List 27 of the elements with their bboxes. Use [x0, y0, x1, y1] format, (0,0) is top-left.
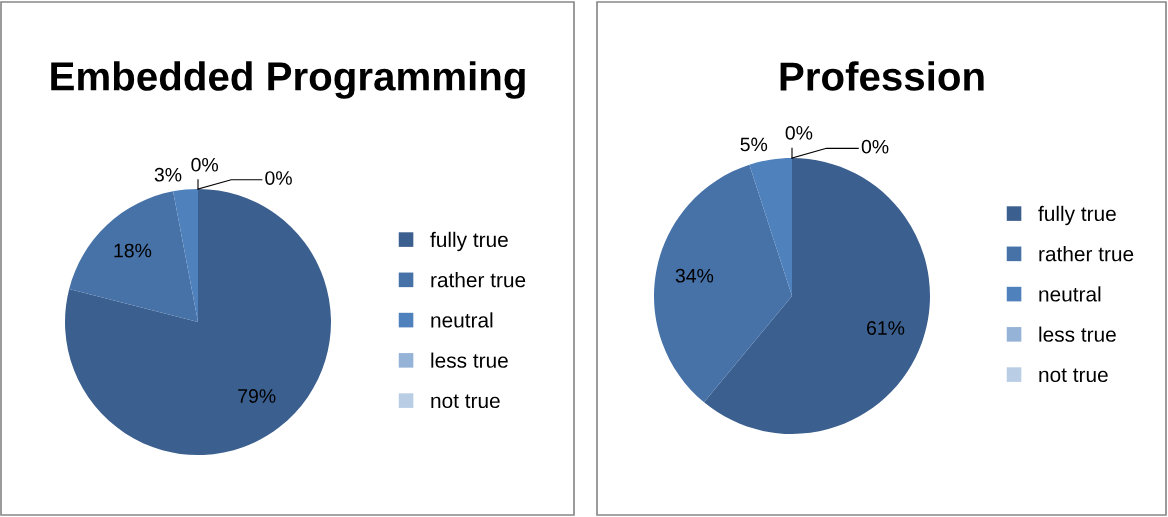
- data-label: 5%: [740, 137, 768, 152]
- data-label: 61%: [867, 321, 905, 335]
- legend-label: not true: [1039, 368, 1108, 383]
- legend-label: fully true: [1038, 205, 1116, 226]
- pie-slice: [65, 189, 331, 455]
- legend-label: rather true: [431, 272, 526, 288]
- text: 0%: [265, 171, 292, 185]
- legend-label: less true: [431, 352, 508, 368]
- legend-label: fully true: [430, 231, 508, 252]
- legend-label: less true: [1039, 326, 1116, 342]
- legend-label: neutral: [1039, 286, 1101, 302]
- legend-label: not true: [431, 394, 500, 409]
- data-label: 3%: [154, 167, 182, 182]
- data-label: 79%: [238, 389, 276, 403]
- pie-slice: [69, 191, 198, 322]
- text: 0%: [785, 125, 813, 140]
- pie-slice: [749, 158, 792, 296]
- text: 0%: [191, 157, 219, 172]
- legend-label: neutral: [431, 312, 493, 328]
- text: 0%: [861, 139, 889, 154]
- pie-slice: [173, 189, 198, 322]
- data-label: 34%: [675, 268, 714, 283]
- chart-title: Embedded Programming: [51, 61, 525, 99]
- chart-title: Profession: [780, 61, 984, 91]
- data-label: 18%: [114, 243, 152, 258]
- legend-label: rather true: [1039, 246, 1134, 262]
- pie-slice: [654, 164, 792, 403]
